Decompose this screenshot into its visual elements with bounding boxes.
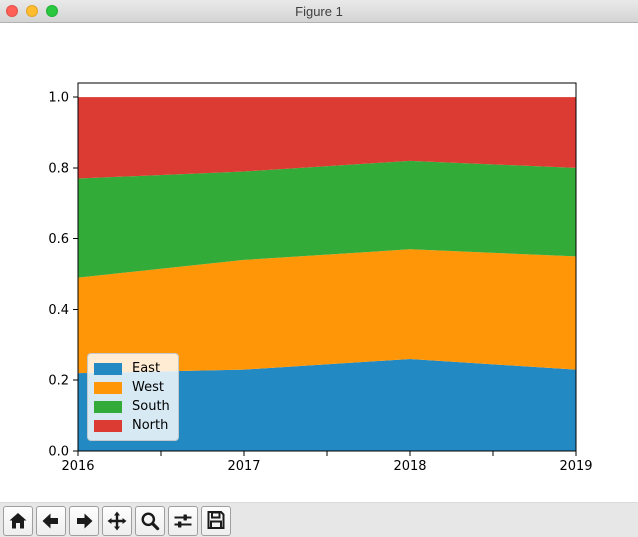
titlebar[interactable]: Figure 1 [0,0,638,23]
back-button[interactable] [36,506,66,536]
home-button[interactable] [3,506,33,536]
legend-label: East [132,361,161,376]
area-north [78,97,576,179]
pan-button[interactable] [102,506,132,536]
area-west [78,249,576,374]
x-tick-label: 2017 [227,459,260,474]
navigation-toolbar [0,502,638,537]
legend-entry-north: North [94,416,170,435]
save-button[interactable] [201,506,231,536]
zoom-rect-button[interactable] [135,506,165,536]
legend-label: West [132,380,164,395]
legend: East West South North [87,353,179,441]
stacked-area-chart: 0.0 0.2 0.4 0.6 0.8 1.0 2016 2017 2018 2019 [48,82,593,474]
arrow-left-icon [42,513,58,529]
configure-subplots-button[interactable] [168,506,198,536]
y-tick-label: 0.2 [48,374,69,389]
maximize-button[interactable] [46,5,58,17]
area-south [78,160,576,278]
magnifier-icon [141,512,160,531]
legend-swatch-east [94,362,122,375]
sliders-icon [174,514,192,528]
minimize-button[interactable] [26,5,38,17]
floppy-icon [207,511,225,529]
legend-swatch-west [94,381,122,394]
x-tick-label: 2018 [393,459,426,474]
y-tick-label: 1.0 [48,91,69,106]
legend-entry-east: East [94,359,170,378]
legend-label: North [132,418,169,433]
arrow-right-icon [77,513,93,529]
x-tick-label: 2019 [559,459,592,474]
legend-swatch-south [94,400,122,413]
forward-button[interactable] [69,506,99,536]
legend-entry-south: South [94,397,170,416]
window-title: Figure 1 [295,3,343,19]
legend-entry-west: West [94,378,170,397]
y-tick-label: 0.0 [48,445,69,460]
move-icon [107,511,127,531]
close-button[interactable] [6,5,18,17]
x-tick-label: 2016 [61,459,94,474]
y-tick-label: 0.4 [48,303,69,318]
area-east [78,359,576,451]
figure-canvas[interactable]: 0.0 0.2 0.4 0.6 0.8 1.0 2016 2017 2018 2019 East W… [0,23,638,502]
y-tick-label: 0.8 [48,161,69,176]
legend-label: South [132,399,170,414]
legend-swatch-north [94,419,122,432]
y-tick-label: 0.6 [48,232,69,247]
home-icon [9,513,27,529]
window-controls [6,0,58,22]
